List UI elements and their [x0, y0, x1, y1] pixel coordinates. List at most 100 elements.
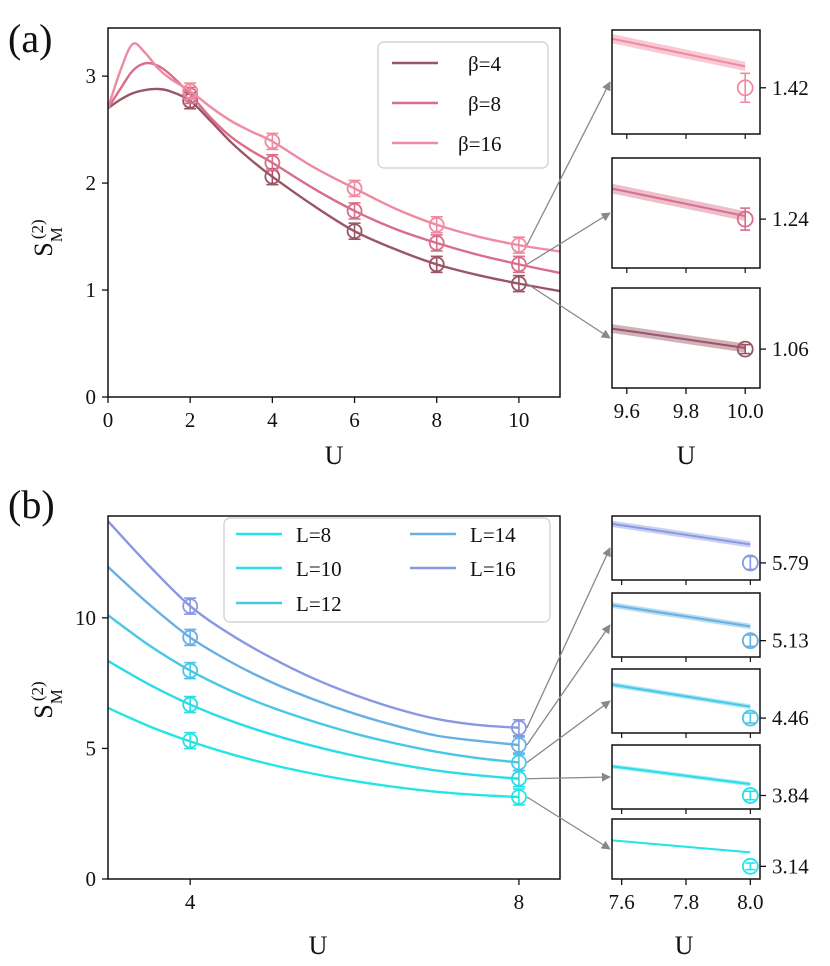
legend-label-beta16: β=16 — [458, 132, 502, 156]
legend-label-L14: L=14 — [470, 523, 516, 547]
inset-marker — [741, 787, 759, 804]
panel-b-insets: 5.79 5.13 4.46 3.84 3.14 7.6 7.8 8.0 — [609, 515, 809, 914]
y-tick-label: 0 — [86, 867, 97, 891]
series-line-L=12 — [108, 614, 520, 764]
panel-a-main-plot: 0 2 4 6 8 10 0 1 2 3 U SM(2) β=4 β=8 β=16 — [28, 27, 561, 470]
inset-x-tick-label: 7.6 — [609, 890, 635, 914]
inset-x-tick-label: 9.8 — [673, 399, 699, 423]
inset-x-tick-label: 9.6 — [614, 399, 640, 423]
data-marker — [511, 237, 527, 254]
inset-value-label: 5.79 — [772, 551, 809, 575]
inset-plot: 1.42 — [611, 29, 809, 139]
inset-marker — [736, 79, 754, 97]
x-tick-label: 6 — [349, 408, 360, 432]
inset-value-label: 1.06 — [772, 337, 809, 361]
y-tick-label: 0 — [86, 385, 97, 409]
series-line-L=14 — [108, 566, 520, 747]
pointer-arrow — [526, 81, 611, 246]
pointer-arrow — [526, 772, 611, 782]
legend-label-L16: L=16 — [470, 557, 516, 581]
data-marker — [182, 662, 199, 679]
inset-pointer-arrows — [526, 81, 611, 850]
pointer-arrow — [526, 547, 611, 729]
panel-a-ylabel: SM(2) — [28, 219, 66, 256]
data-marker — [428, 235, 445, 251]
y-tick-label: 5 — [86, 736, 97, 760]
inset-curve — [612, 327, 746, 349]
inset-value-label: 3.84 — [772, 783, 809, 807]
y-tick-label: 10 — [75, 606, 96, 630]
series-line-L=8 — [108, 706, 519, 799]
inset-curve — [612, 522, 751, 546]
x-tick-label: 0 — [103, 408, 114, 432]
inset-value-label: 4.46 — [772, 706, 809, 730]
inset-curve — [612, 187, 746, 218]
data-marker — [511, 770, 527, 787]
inset-value-label: 1.24 — [772, 207, 809, 231]
data-marker — [346, 223, 363, 240]
inset-curve — [612, 37, 746, 68]
inset-plot: 1.24 — [611, 157, 809, 273]
inset-curve — [612, 604, 751, 628]
legend-box — [223, 517, 551, 623]
pointer-arrow — [526, 796, 611, 850]
pointer-arrow — [526, 624, 611, 746]
inset-plot: 1.06 9.6 9.8 10.0 — [611, 287, 809, 423]
panel-a-frame — [107, 27, 561, 398]
inset-curve — [612, 839, 751, 854]
x-tick-label: 4 — [267, 408, 278, 432]
x-tick-label: 8 — [514, 890, 525, 914]
y-tick-label: 2 — [86, 171, 97, 195]
x-tick-label: 10 — [508, 408, 529, 432]
x-tick-label: 8 — [431, 408, 442, 432]
pointer-arrow — [526, 700, 611, 764]
y-tick-label: 3 — [86, 64, 97, 88]
pointer-arrow — [526, 283, 611, 339]
legend-label-L12: L=12 — [296, 592, 342, 616]
inset-plot: 5.79 — [611, 515, 809, 585]
inset-curve — [612, 683, 751, 708]
data-marker — [182, 83, 199, 100]
svg-text:SM(2): SM(2) — [28, 219, 66, 256]
data-marker — [264, 133, 281, 150]
inset-marker — [741, 709, 759, 727]
data-marker — [511, 789, 527, 805]
inset-value-label: 5.13 — [772, 629, 809, 653]
legend-label-L8: L=8 — [296, 523, 331, 547]
panel-b-inset-xlabel: U — [675, 931, 694, 960]
panel-b-ylabel: SM(2) — [28, 681, 66, 718]
data-marker — [346, 180, 363, 197]
panel-label-a: (a) — [8, 16, 52, 61]
data-marker — [346, 202, 363, 219]
inset-curve — [612, 765, 751, 786]
inset-marker — [741, 554, 759, 572]
series-line-L=16 — [108, 520, 519, 729]
legend-label-L10: L=10 — [296, 557, 342, 581]
inset-x-tick-label: 10.0 — [727, 399, 764, 423]
panel-b-xlabel: U — [309, 931, 328, 960]
pointer-arrow — [526, 212, 611, 265]
panel-label-b: (b) — [8, 482, 55, 527]
inset-marker — [741, 857, 759, 875]
inset-marker — [741, 632, 759, 650]
series-line-β=16 — [108, 42, 560, 253]
panel-a-insets: 1.42 1.24 1.06 9.6 9.8 10.0 — [611, 29, 809, 423]
inset-value-label: 1.42 — [772, 76, 809, 100]
legend-label-beta4: β=4 — [468, 52, 502, 76]
series-line-L=10 — [108, 659, 520, 780]
inset-plot: 3.14 7.6 7.8 8.0 — [609, 818, 809, 914]
data-marker — [428, 256, 445, 273]
inset-plot: 3.84 — [611, 744, 809, 814]
panel-a-legend: β=4 β=8 β=16 — [377, 41, 549, 169]
data-marker — [182, 629, 199, 646]
legend-box — [377, 41, 549, 169]
series-line-β=8 — [108, 61, 560, 275]
data-marker — [511, 754, 527, 771]
inset-x-tick-label: 8.0 — [737, 890, 763, 914]
inset-plot: 4.46 — [611, 668, 809, 738]
panel-a-inset-xlabel: U — [677, 441, 696, 470]
inset-value-label: 3.14 — [772, 854, 809, 878]
data-marker — [182, 732, 199, 749]
panel-a-xlabel: U — [325, 441, 344, 470]
inset-frame — [611, 818, 761, 880]
